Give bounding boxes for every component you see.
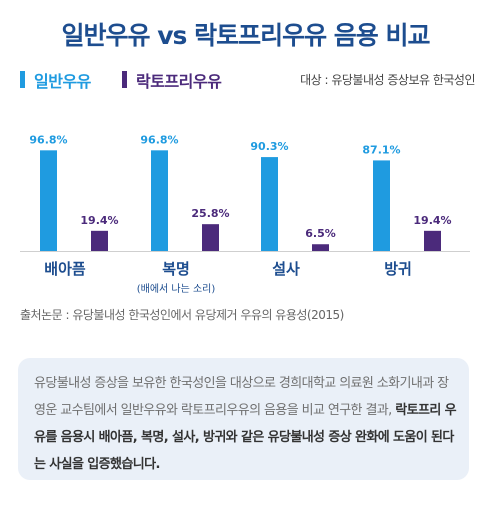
category-label-1: 배아픔 <box>44 260 86 278</box>
legend-label-regular-milk: 일반우유 <box>34 72 91 91</box>
bar-lactose-free-milk-1 <box>91 230 108 251</box>
data-label-lactose-free-milk-4: 19.4% <box>413 214 451 227</box>
page-title: 일반우유 vs 락토프리우유 음용 비교 <box>61 21 431 50</box>
data-label-regular-milk-2: 96.8% <box>140 133 178 146</box>
data-label-lactose-free-milk-3: 6.5% <box>305 227 336 240</box>
bar-regular-milk-2 <box>151 150 168 251</box>
bar-lactose-free-milk-3 <box>312 244 329 251</box>
data-label-regular-milk-4: 87.1% <box>362 143 400 156</box>
summary-highlight: 락토프리 우유를 음용시 배아픔, 복명, 설사, 방귀와 같은 유당불내성 증… <box>34 403 457 472</box>
legend-swatch-regular-milk <box>20 71 25 88</box>
data-label-regular-milk-1: 96.8% <box>29 133 67 146</box>
category-label-3: 설사 <box>272 260 300 278</box>
data-label-regular-milk-3: 90.3% <box>250 140 288 153</box>
bar-lactose-free-milk-4 <box>424 230 441 251</box>
bar-chart: 96.8% 19.4% 배아픔 96.8% 25.8% 복명 (배에서 나는 소리) 90.3… <box>20 133 470 295</box>
data-label-lactose-free-milk-1: 19.4% <box>80 214 118 227</box>
bar-regular-milk-4 <box>373 160 390 251</box>
summary-box: 유당불내성 증상을 보유한 한국성인을 대상으로 경희대학교 의료원 소화기내과… <box>18 358 469 480</box>
legend: 일반우유 락토프리우유 대상 : 유당불내성 증상보유 한국성인 <box>20 68 475 91</box>
category-label-4: 방귀 <box>384 260 412 278</box>
study-subject: 대상 : 유당불내성 증상보유 한국성인 <box>300 73 475 87</box>
category-label-2: 복명 <box>162 260 190 278</box>
legend-label-lactose-free-milk: 락토프리우유 <box>136 72 222 91</box>
data-label-lactose-free-milk-2: 25.8% <box>191 207 229 220</box>
bar-regular-milk-1 <box>40 150 57 251</box>
category-note-2: (배에서 나는 소리) <box>137 283 216 295</box>
legend-swatch-lactose-free-milk <box>122 71 127 88</box>
source-citation: 출처논문 : 유당불내성 한국성인에서 유당제거 우유의 유용성(2015) <box>20 308 344 322</box>
bar-lactose-free-milk-2 <box>202 224 219 251</box>
bar-regular-milk-3 <box>261 157 278 251</box>
summary-text: 유당불내성 증상을 보유한 한국성인을 대상으로 경희대학교 의료원 소화기내과… <box>34 376 449 418</box>
